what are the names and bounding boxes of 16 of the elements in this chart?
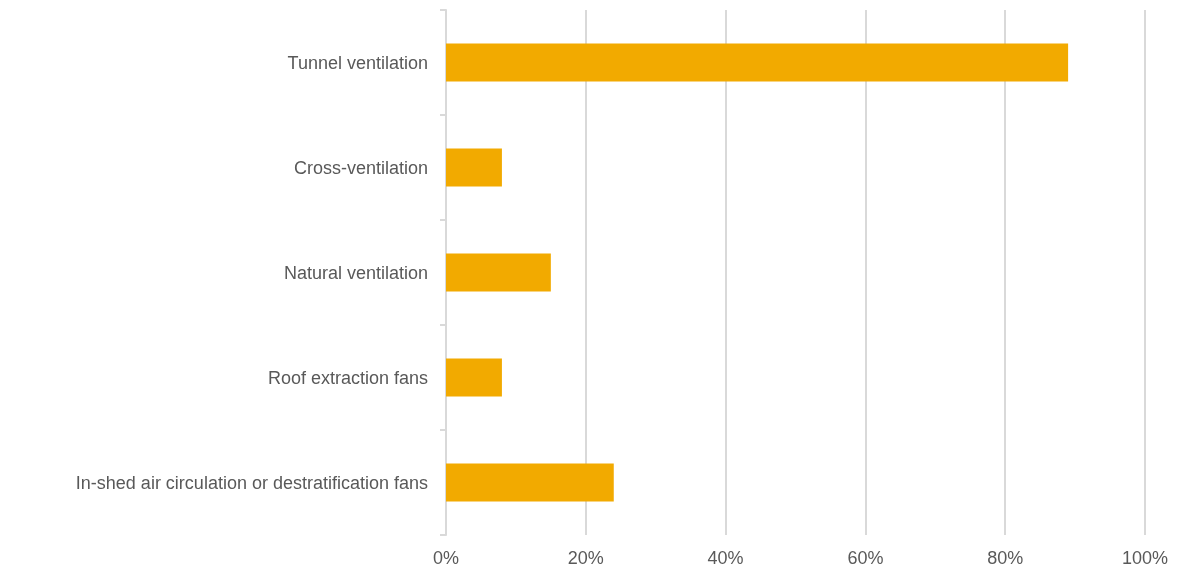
x-tick-label: 40% xyxy=(707,548,744,568)
y-tick-label: In-shed air circulation or destratification fans xyxy=(75,472,428,493)
x-tick-label: 20% xyxy=(567,548,604,568)
y-tick-label: Cross-ventilation xyxy=(293,157,428,178)
bar xyxy=(446,148,502,187)
y-tick-label: Roof extraction fans xyxy=(267,367,428,388)
bar xyxy=(446,463,614,502)
x-tick-label: 0% xyxy=(432,548,460,568)
y-tick-label: Natural ventilation xyxy=(283,262,428,283)
bar xyxy=(446,253,551,292)
x-tick-label: 100% xyxy=(1121,548,1169,568)
bar xyxy=(446,43,1069,82)
x-tick-label: 80% xyxy=(987,548,1024,568)
y-tick-label: Tunnel ventilation xyxy=(287,52,428,73)
bar xyxy=(446,358,502,397)
x-tick-label: 60% xyxy=(847,548,884,568)
